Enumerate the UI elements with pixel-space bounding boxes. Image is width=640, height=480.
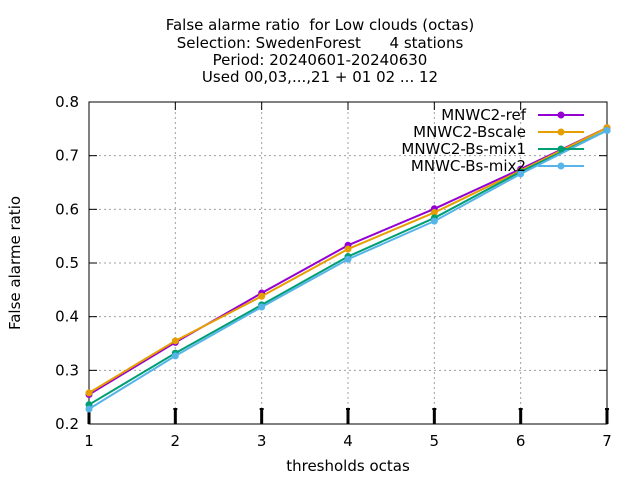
data-point	[603, 126, 611, 134]
data-point	[171, 352, 179, 360]
x-tick-label: 4	[343, 432, 353, 450]
data-point	[430, 217, 438, 225]
title-line-4: Used 00,03,...,21 + 01 02 ... 12	[201, 68, 439, 86]
grid	[89, 102, 607, 424]
y-tick-label: 0.2	[55, 415, 79, 433]
y-tick-label: 0.8	[55, 93, 79, 111]
legend-marker	[557, 162, 565, 170]
x-tick-label: 5	[430, 432, 440, 450]
data-point	[517, 170, 525, 178]
data-point	[258, 292, 266, 300]
y-tick-label: 0.4	[55, 308, 79, 326]
legend-label: MNWC2-Bs-mix1	[401, 140, 526, 158]
data-point	[344, 245, 352, 253]
y-tick-label: 0.7	[55, 147, 79, 165]
title-line-3: Period: 20240601-20240630	[212, 51, 428, 69]
legend: MNWC2-refMNWC2-BscaleMNWC2-Bs-mix1MNWC-B…	[401, 106, 584, 175]
y-tick-label: 0.3	[55, 361, 79, 379]
x-tick-label: 3	[257, 432, 267, 450]
data-point	[258, 303, 266, 311]
legend-label: MNWC2-Bscale	[413, 123, 526, 141]
series-lines	[85, 124, 611, 413]
legend-marker	[557, 145, 565, 153]
plot-frame	[88, 101, 608, 425]
data-point	[430, 209, 438, 217]
x-axis-label: thresholds octas	[286, 457, 410, 475]
data-point	[344, 255, 352, 263]
title-line-2: Selection: SwedenForest 4 stations	[176, 34, 464, 52]
x-tick-label: 1	[84, 432, 94, 450]
x-tick-label: 6	[516, 432, 526, 450]
x-tick-label: 7	[602, 432, 612, 450]
x-tick-label: 2	[171, 432, 181, 450]
y-tick-label: 0.5	[55, 254, 79, 272]
tick-labels: 0.2 0.3 0.4 0.5 0.6 0.7 0.8 1 2 3 4 5 6 7	[55, 93, 612, 450]
legend-label: MNWC2-ref	[441, 106, 526, 124]
data-point	[85, 389, 93, 397]
legend-marker	[557, 111, 565, 119]
data-point	[171, 337, 179, 345]
y-axis-label: False alarme ratio	[6, 196, 24, 330]
legend-marker	[557, 128, 565, 136]
y-tick-label: 0.6	[55, 200, 79, 218]
legend-label: MNWC-Bs-mix2	[411, 157, 526, 175]
title-line-1: False alarme ratio for Low clouds (octas…	[165, 16, 475, 34]
data-point	[85, 405, 93, 413]
